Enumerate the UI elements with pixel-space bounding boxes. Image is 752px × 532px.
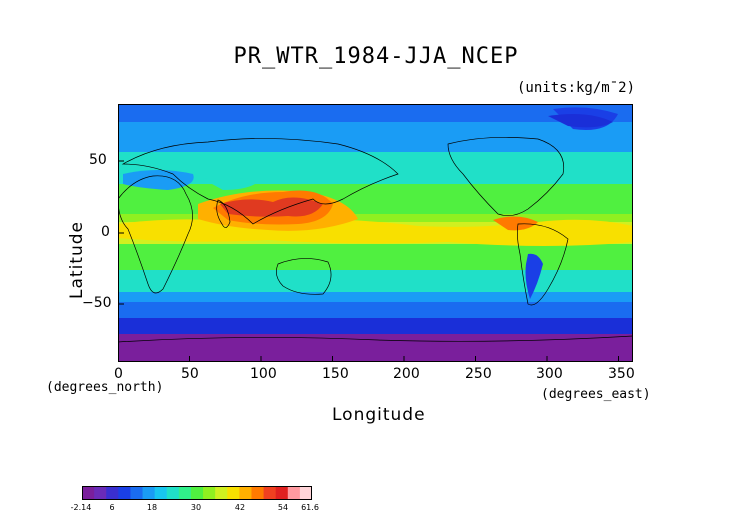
colorbar-swatch — [130, 486, 144, 500]
ytick-0: 0 — [101, 224, 110, 240]
x-unit-note-right: (degrees_east) — [541, 387, 651, 402]
colorbar-swatch — [203, 486, 216, 500]
band-arctic — [118, 104, 633, 122]
xtick-200: 200 — [393, 366, 420, 382]
x-unit-note-left: (degrees_north) — [46, 380, 164, 395]
band-subtropic-north — [118, 184, 633, 214]
colorbar-swatch — [142, 486, 156, 500]
chart-title: PR_WTR_1984-JJA_NCEP — [233, 44, 519, 69]
xtick-350: 350 — [608, 366, 635, 382]
colorbar-swatch — [154, 486, 168, 500]
colorbar-label: 61.6 — [301, 503, 319, 512]
colorbar-label: -2.14 — [70, 503, 92, 512]
colorbar — [82, 486, 312, 500]
arctic-core — [548, 114, 613, 128]
xtick-300: 300 — [536, 366, 563, 382]
units-label: (units:kg/m¯2) — [517, 80, 636, 96]
colorbar-swatch — [239, 486, 252, 500]
colorbar-swatch — [94, 486, 107, 500]
africa-outline — [118, 175, 193, 294]
band-subtropic-south — [118, 270, 633, 296]
colorbar-swatch — [190, 486, 204, 500]
colorbar-swatch — [287, 486, 301, 500]
xtick-100: 100 — [250, 366, 277, 382]
australia-outline — [276, 258, 332, 295]
andes-low — [525, 253, 543, 299]
xtick-50: 50 — [181, 366, 199, 382]
y-axis-label: Latitude — [66, 221, 87, 299]
colorbar-swatch — [82, 486, 95, 500]
coastlines — [118, 137, 633, 343]
x-axis-label: Longitude — [332, 405, 426, 425]
band-mid-north — [118, 152, 633, 184]
colorbar-swatch — [275, 486, 289, 500]
colorbar-label: 42 — [234, 503, 246, 512]
antarctica-outline — [118, 335, 633, 343]
north-america-outline — [447, 137, 565, 216]
colorbar-frame — [82, 486, 312, 500]
colorbar-swatch — [227, 486, 240, 500]
tibet-low — [203, 177, 258, 190]
axis-ticks — [118, 160, 619, 362]
colorbar-swatch — [263, 486, 277, 500]
monsoon-core — [220, 197, 323, 217]
colorbar-label: 54 — [277, 503, 289, 512]
south-america-outline — [516, 223, 569, 306]
xtick-0: 0 — [114, 366, 123, 382]
band-antarctic-coast — [118, 318, 633, 334]
central-america-peak — [493, 216, 538, 231]
colorbar-swatch — [118, 486, 131, 500]
colorbar-swatch — [215, 486, 228, 500]
colorbar-swatch — [166, 486, 180, 500]
eurasia-outline — [121, 138, 399, 225]
ytick-50: 50 — [89, 152, 107, 168]
xtick-250: 250 — [465, 366, 492, 382]
ytick-minus-50: −50 — [82, 295, 112, 311]
colorbar-label: 18 — [146, 503, 158, 512]
colorbar-label: 30 — [190, 503, 202, 512]
band-high-north — [118, 122, 633, 152]
colorbar-swatch — [106, 486, 119, 500]
colorbar-swatch — [178, 486, 192, 500]
band-tropic-south — [118, 244, 633, 270]
sahara-dry — [123, 170, 194, 190]
band-south-ocean — [118, 302, 633, 318]
xtick-150: 150 — [322, 366, 349, 382]
precipitable-water-map — [118, 104, 633, 362]
colorbar-label: 6 — [109, 503, 115, 512]
india-outline — [216, 199, 231, 228]
colorbar-swatch — [251, 486, 265, 500]
colorbar-swatch — [299, 486, 312, 500]
